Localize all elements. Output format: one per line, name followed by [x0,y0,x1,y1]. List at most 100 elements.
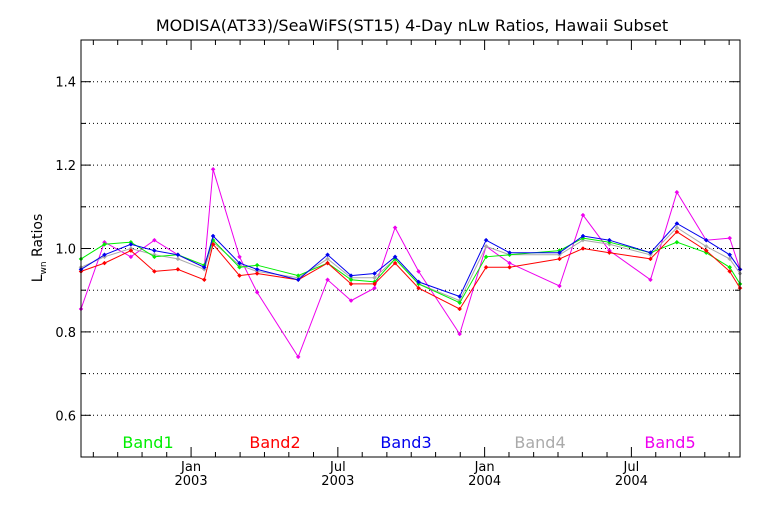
data-point [483,237,489,243]
series-layer [78,166,743,360]
data-point [175,266,181,272]
data-point [674,189,680,195]
series-line [80,226,741,302]
data-point [648,277,653,283]
data-point [325,277,330,283]
data-point [201,264,207,270]
data-point [210,233,216,239]
data-point [392,260,398,266]
series-band5 [78,166,743,360]
data-point [372,271,377,276]
data-point [237,264,242,270]
data-point [557,250,562,256]
data-point [727,256,733,262]
x-tick-month: Jul [329,460,346,475]
data-point [457,300,463,306]
data-point [295,277,301,283]
data-point [254,262,260,268]
data-point [607,250,612,256]
data-point [727,235,733,241]
data-point [727,252,733,258]
data-point [416,285,421,291]
y-tick-label: 1.4 [55,76,76,91]
series-band2 [78,229,743,312]
data-point [507,250,512,256]
legend-band4: Band4 [514,433,565,452]
data-point [674,221,680,226]
data-point [325,260,330,266]
y-axis-label: Lwn Ratios [30,214,49,283]
data-point [372,285,377,291]
data-point [372,281,377,287]
y-tick-label: 0.6 [55,409,76,424]
legend-band1: Band1 [122,433,173,452]
data-point [416,279,421,285]
data-point [175,256,181,262]
data-point [557,256,562,262]
data-point [483,244,489,249]
data-point [648,256,653,262]
data-point [483,254,489,260]
series-line [80,231,741,310]
data-point [237,273,242,278]
chart-title: MODISA(AT33)/SeaWiFS(ST15) 4-Day nLw Rat… [156,16,668,35]
data-point [457,306,463,312]
data-point [152,248,157,253]
data-point [254,271,260,276]
x-tick-year: 2004 [468,474,501,489]
data-point [580,246,586,251]
x-tick-month: Jan [474,460,495,475]
data-point [210,166,216,172]
data-point [674,239,680,245]
gridlines [81,81,740,416]
data-point [507,264,512,270]
data-point [175,252,181,258]
legend: Band1 Band2 Band3 Band4 Band5 [122,433,695,452]
x-tick-month: Jul [623,460,640,475]
series-line [80,222,741,298]
data-point [483,264,489,270]
data-point [102,260,107,266]
data-point [727,269,733,274]
data-point [210,241,216,247]
x-tick-year: 2004 [615,474,648,489]
legend-band2: Band2 [249,433,300,452]
data-point [580,233,586,239]
data-point [295,354,301,360]
data-point [416,269,421,274]
data-point [102,252,107,258]
data-point [152,269,157,274]
data-point [128,248,134,253]
data-point [703,248,709,253]
series-line [80,169,741,359]
data-point [201,277,207,283]
series-band4 [78,225,743,303]
data-point [392,225,398,231]
data-point [703,237,709,243]
data-point [102,241,107,247]
data-point [254,266,260,272]
data-point [348,298,354,303]
legend-band5: Band5 [644,433,695,452]
data-point [557,283,562,289]
series-band3 [78,221,743,299]
data-point [648,250,653,256]
data-point [237,254,242,260]
data-point [325,252,330,258]
data-point [128,254,134,260]
data-point [152,237,157,243]
data-point [348,281,354,287]
x-tick-month: Jan [180,460,201,475]
data-point [152,254,157,260]
data-point [457,294,463,299]
data-point [254,289,260,295]
data-point [580,212,586,218]
y-tick-label: 1.2 [55,159,76,174]
legend-band3: Band3 [380,433,431,452]
data-point [674,229,680,235]
x-tick-year: 2003 [175,474,208,489]
data-point [457,331,463,337]
data-point [237,260,242,266]
